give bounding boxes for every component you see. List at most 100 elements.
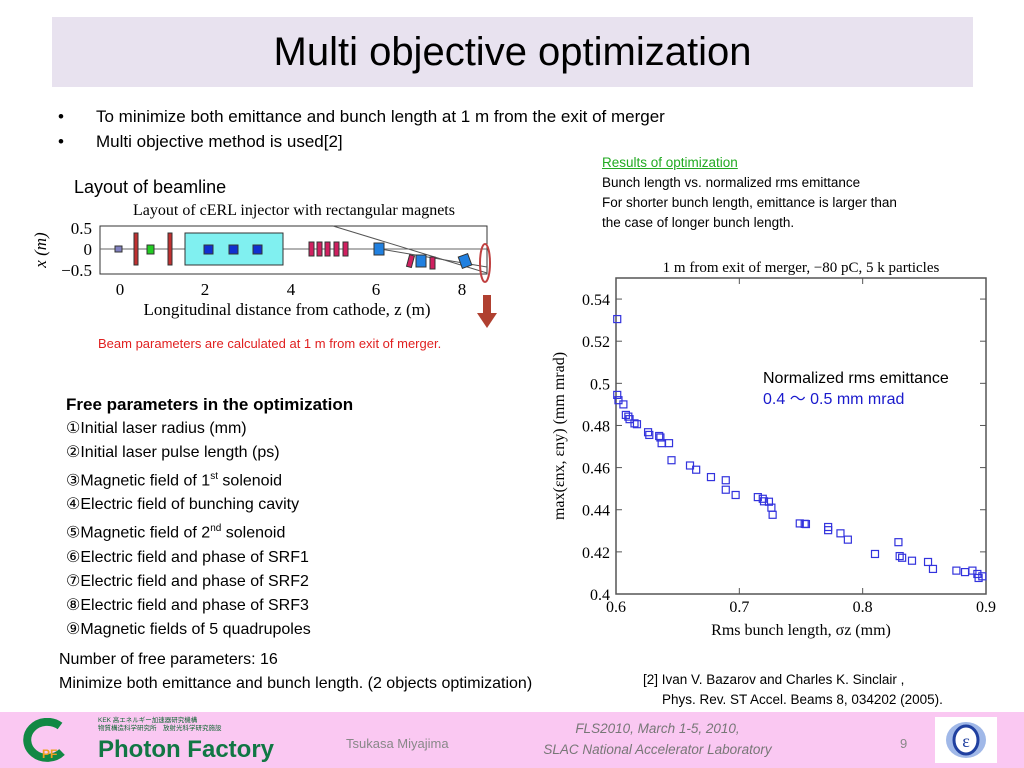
chart-annotation: Normalized rms emittance 0.4 〜 0.5 mm mr… <box>763 368 949 410</box>
param-number: ⑤ <box>66 524 81 542</box>
y-tick-label: 0.48 <box>582 418 610 435</box>
free-param-item: ①Initial laser radius (mm) <box>66 417 353 441</box>
y-axis-label: max(εnx, εny) (mm mrad) <box>551 352 568 520</box>
page-title: Multi objective optimization <box>273 29 752 74</box>
param-sup: st <box>210 471 218 482</box>
bullet-text: Multi objective method is used[2] <box>96 132 343 151</box>
page-number: 9 <box>900 736 908 751</box>
param-number: ④ <box>66 496 81 514</box>
dipole <box>415 254 427 268</box>
data-point <box>801 519 811 529</box>
results-line: For shorter bunch length, emittance is l… <box>602 195 897 210</box>
data-point <box>630 419 639 428</box>
reference: [2] Ivan V. Bazarov and Charles K. Sincl… <box>643 670 943 710</box>
footer: PF KEK 高エネルギー加速器研究機構 物質構造科学研究所 放射光科学研究施設… <box>0 712 1024 768</box>
xtick: 4 <box>287 280 296 299</box>
data-point <box>753 492 762 502</box>
data-point <box>836 529 845 538</box>
org-small-2: 物質構造科学研究所 放射光科学研究施設 <box>98 725 222 732</box>
beamline-title: Layout of cERL injector with rectangular… <box>133 202 455 219</box>
param-number: ⑦ <box>66 572 81 590</box>
param-text: Electric field and phase of SRF1 <box>80 548 309 566</box>
results-block: Results of optimization Bunch length vs.… <box>602 153 897 233</box>
scatter-chart: 1 m from exit of merger, −80 pC, 5 k par… <box>551 260 996 639</box>
data-point <box>614 396 623 405</box>
results-line: Bunch length vs. normalized rms emittanc… <box>602 175 861 190</box>
org-small-text: KEK 高エネルギー加速器研究機構 物質構造科学研究所 放射光科学研究施設 <box>98 717 222 733</box>
data-point <box>692 465 701 474</box>
results-line: the case of longer bunch length. <box>602 215 795 230</box>
reference-line: Phys. Rev. ST Accel. Beams 8, 034202 (20… <box>662 692 943 707</box>
ytick: 0 <box>84 240 93 259</box>
data-point <box>764 497 774 506</box>
param-text: Magnetic field of 2 <box>80 524 211 542</box>
plot-frame <box>615 277 987 595</box>
quadrupoles <box>308 241 349 257</box>
data-point <box>643 428 653 437</box>
y-tick-label: 0.44 <box>582 503 610 520</box>
down-arrow-icon <box>483 295 491 313</box>
free-param-item: ⑤Magnetic field of 2nd solenoid <box>66 517 353 545</box>
param-text-after: solenoid <box>221 524 286 542</box>
xtick: 2 <box>201 280 210 299</box>
data-point <box>706 472 716 482</box>
y-tick-label: 0.42 <box>582 545 610 562</box>
param-number: ⑧ <box>66 596 81 614</box>
param-text: Initial laser pulse length (ps) <box>80 444 280 461</box>
param-number: ② <box>66 444 81 461</box>
data-point <box>759 497 769 506</box>
data-point <box>923 557 933 567</box>
x-axis-label: Rms bunch length, σz (mm) <box>711 622 891 639</box>
data-point <box>731 490 740 500</box>
param-text: Electric field and phase of SRF3 <box>80 596 309 614</box>
free-param-item: ④Electric field of bunching cavity <box>66 493 353 517</box>
data-point <box>952 566 961 575</box>
chart-title: 1 m from exit of merger, −80 pC, 5 k par… <box>663 260 940 276</box>
param-text-after: solenoid <box>217 472 283 490</box>
data-point <box>960 567 970 577</box>
data-point <box>768 510 777 519</box>
param-text: Magnetic fields of 5 quadrupoles <box>80 620 311 638</box>
data-point <box>632 420 642 429</box>
observation-point-marker <box>479 243 491 283</box>
param-number: ① <box>66 420 81 437</box>
svg-text:ε: ε <box>962 731 970 751</box>
data-point <box>978 572 987 581</box>
beamline-xlabel: Longitudinal distance from cathode, z (m… <box>143 300 430 319</box>
beamline-diagram: Layout of cERL injector with rectangular… <box>31 202 497 328</box>
srf-cavity <box>203 244 214 255</box>
xtick: 6 <box>372 280 381 299</box>
srf-cavity <box>228 244 239 255</box>
gun <box>114 245 123 253</box>
summary-line: Minimize both emittance and bunch length… <box>59 675 533 692</box>
results-link[interactable]: Results of optimization <box>602 155 738 170</box>
srf-cavity <box>252 244 263 255</box>
svg-text:PF: PF <box>42 747 57 761</box>
annotation-line-1: Normalized rms emittance <box>763 370 949 387</box>
solenoid-2 <box>167 232 173 266</box>
y-tick-label: 0.52 <box>582 334 610 351</box>
x-tick-label: 0.9 <box>976 599 996 616</box>
data-point <box>898 553 907 562</box>
y-tick-label: 0.54 <box>582 292 610 309</box>
y-tick-label: 0.5 <box>590 376 610 393</box>
data-point <box>721 485 730 494</box>
param-number: ③ <box>66 472 81 490</box>
data-point <box>667 456 676 465</box>
free-param-item: ②Initial laser pulse length (ps) <box>66 441 353 465</box>
data-point <box>824 526 833 535</box>
data-point <box>624 412 633 421</box>
title-band: Multi objective optimization <box>52 17 973 87</box>
buncher <box>146 244 155 255</box>
data-point <box>645 430 654 440</box>
x-tick-label: 0.8 <box>853 599 873 616</box>
data-point <box>613 314 622 324</box>
free-param-item: ⑨Magnetic fields of 5 quadrupoles <box>66 618 353 642</box>
param-text: Electric field and phase of SRF2 <box>80 572 309 590</box>
free-param-item: ⑥Electric field and phase of SRF1 <box>66 546 353 570</box>
param-text: Initial laser radius (mm) <box>80 420 247 437</box>
ytick: 0.5 <box>71 219 92 238</box>
data-point <box>843 535 852 544</box>
bullet-2: • Multi objective method is used[2] <box>58 132 343 151</box>
solenoid-1 <box>133 232 139 266</box>
